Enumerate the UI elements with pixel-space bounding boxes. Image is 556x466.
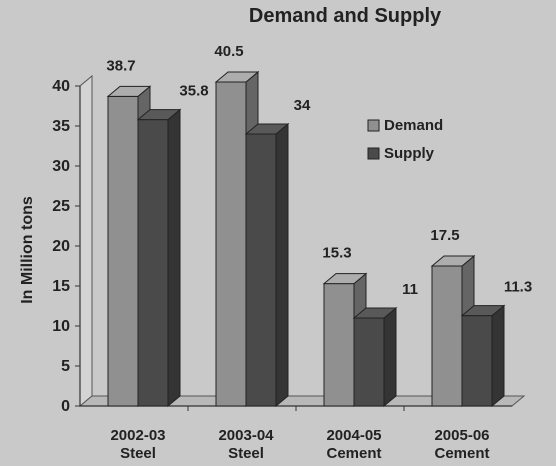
x-tick-label: Steel bbox=[120, 445, 156, 462]
y-tick-label: 30 bbox=[52, 158, 70, 175]
bar-demand-0 bbox=[107, 95, 139, 407]
y-tick-label: 20 bbox=[52, 238, 70, 255]
x-tick-label: 2003-04 bbox=[218, 427, 274, 444]
x-tick-label: 2005-06 bbox=[434, 427, 489, 444]
data-label: 34 bbox=[294, 97, 311, 114]
data-label: 40.5 bbox=[214, 43, 243, 60]
y-tick-label: 15 bbox=[52, 278, 70, 295]
data-label: 38.7 bbox=[106, 57, 135, 74]
y-tick-label: 0 bbox=[61, 398, 70, 415]
x-tick-label: Steel bbox=[228, 445, 264, 462]
data-label: 17.5 bbox=[430, 227, 459, 244]
bar-side bbox=[491, 304, 505, 408]
bar-side bbox=[383, 306, 397, 408]
y-axis-label: In Million tons bbox=[19, 196, 36, 304]
bar-side bbox=[275, 122, 289, 408]
side-wall bbox=[79, 74, 93, 408]
bar-supply-3 bbox=[461, 315, 493, 407]
bar-supply-1 bbox=[245, 133, 277, 407]
plot-area: 051015202530354038.735.82002-03Steel40.5… bbox=[52, 43, 532, 462]
bar-top bbox=[430, 255, 476, 267]
bar-top bbox=[352, 307, 398, 319]
y-tick-label: 5 bbox=[61, 358, 70, 375]
bar-demand-3 bbox=[431, 265, 463, 407]
bar-top bbox=[460, 305, 506, 317]
legend-swatch-demand bbox=[367, 119, 380, 132]
bar-top bbox=[136, 109, 182, 121]
chart-title: Demand and Supply bbox=[249, 5, 442, 27]
legend-label-demand: Demand bbox=[384, 117, 443, 134]
y-tick-label: 35 bbox=[52, 118, 70, 135]
data-label: 11 bbox=[402, 281, 418, 298]
bar-demand-1 bbox=[215, 81, 247, 407]
y-tick-label: 25 bbox=[52, 198, 70, 215]
bar-top bbox=[322, 273, 368, 285]
bar-side bbox=[167, 108, 181, 408]
bar-top bbox=[244, 123, 290, 135]
data-label: 35.8 bbox=[179, 83, 208, 100]
y-tick-label: 40 bbox=[52, 78, 70, 95]
legend-label-supply: Supply bbox=[384, 145, 435, 162]
bar-demand-2 bbox=[323, 283, 355, 407]
bar-top bbox=[106, 85, 152, 97]
x-tick-label: Cement bbox=[326, 445, 381, 462]
data-label: 15.3 bbox=[322, 245, 351, 262]
x-tick-label: 2002-03 bbox=[110, 427, 165, 444]
bar-supply-2 bbox=[353, 317, 385, 407]
x-tick-label: 2004-05 bbox=[326, 427, 381, 444]
legend-swatch-supply bbox=[367, 147, 380, 160]
x-tick-label: Cement bbox=[434, 445, 489, 462]
bar-top bbox=[214, 71, 260, 83]
bar-supply-0 bbox=[137, 119, 169, 407]
y-tick-label: 10 bbox=[52, 318, 70, 335]
data-label: 11.3 bbox=[504, 279, 532, 296]
